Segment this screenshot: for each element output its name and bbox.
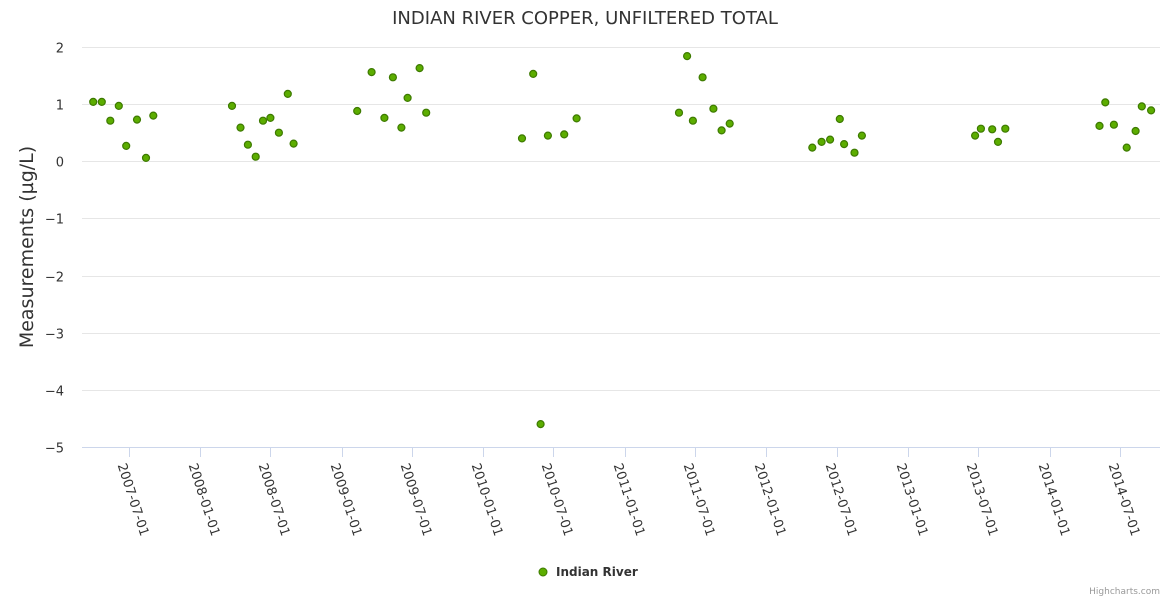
y-axis-ticks: 2 1 0 −1 −2 −3 −4 −5 — [45, 42, 64, 457]
data-point[interactable] — [1131, 126, 1140, 136]
data-point[interactable] — [274, 128, 283, 137]
data-point[interactable] — [289, 139, 298, 148]
data-point[interactable] — [970, 131, 980, 140]
data-point[interactable] — [283, 89, 292, 99]
data-point[interactable] — [132, 115, 142, 124]
data-point[interactable] — [572, 114, 581, 123]
data-point[interactable] — [682, 51, 692, 61]
y-tick-label: −3 — [45, 328, 64, 343]
data-point[interactable] — [817, 137, 826, 146]
data-point[interactable] — [89, 97, 98, 107]
data-point[interactable] — [353, 106, 362, 116]
data-point[interactable] — [114, 101, 123, 111]
y-tick-label: 0 — [56, 156, 64, 171]
data-point[interactable] — [674, 108, 684, 117]
data-point[interactable] — [688, 116, 698, 125]
data-point[interactable] — [1122, 143, 1131, 152]
data-point[interactable] — [149, 111, 158, 120]
data-point[interactable] — [1001, 124, 1010, 133]
data-point[interactable] — [415, 63, 424, 73]
data-points — [89, 51, 1156, 429]
data-point[interactable] — [1146, 106, 1156, 115]
data-point[interactable] — [529, 69, 538, 79]
data-point[interactable] — [717, 126, 726, 135]
data-point[interactable] — [1095, 121, 1104, 131]
legend-label: Indian River — [556, 565, 638, 579]
data-point[interactable] — [825, 135, 835, 144]
data-point[interactable] — [850, 148, 859, 157]
data-point[interactable] — [388, 73, 397, 82]
data-point[interactable] — [422, 108, 431, 117]
credits-link[interactable]: Highcharts.com — [1089, 587, 1160, 597]
data-point[interactable] — [266, 113, 275, 123]
data-point[interactable] — [397, 123, 406, 132]
data-point[interactable] — [839, 140, 849, 149]
data-point[interactable] — [141, 153, 151, 162]
grid-lines — [82, 47, 1160, 448]
data-point[interactable] — [227, 101, 237, 111]
y-tick-label: −2 — [45, 271, 64, 286]
data-point[interactable] — [517, 134, 527, 143]
data-point[interactable] — [243, 140, 252, 149]
chart-title: INDIAN RIVER COPPER, UNFILTERED TOTAL — [392, 8, 778, 29]
data-point[interactable] — [993, 137, 1003, 146]
data-point[interactable] — [1137, 102, 1146, 111]
data-point[interactable] — [808, 143, 817, 152]
legend-item-indian-river[interactable]: Indian River — [538, 565, 638, 579]
data-point[interactable] — [857, 131, 867, 140]
data-point[interactable] — [988, 125, 997, 134]
data-point[interactable] — [709, 104, 718, 113]
data-point[interactable] — [97, 97, 106, 107]
data-point[interactable] — [236, 123, 245, 132]
data-point[interactable] — [1101, 98, 1110, 107]
data-point[interactable] — [560, 130, 569, 139]
y-axis-title: Measurements (µg/L) — [16, 146, 38, 348]
data-point[interactable] — [122, 141, 131, 150]
y-tick-label: 2 — [56, 42, 64, 57]
data-point[interactable] — [543, 131, 553, 140]
data-point[interactable] — [380, 113, 389, 123]
y-tick-label: −1 — [45, 213, 64, 228]
data-point[interactable] — [536, 420, 545, 429]
data-point[interactable] — [251, 152, 260, 161]
data-point[interactable] — [106, 116, 115, 125]
y-tick-label: −5 — [45, 442, 64, 457]
data-point[interactable] — [835, 114, 844, 124]
data-point[interactable] — [403, 93, 412, 103]
data-point[interactable] — [1109, 120, 1119, 129]
y-tick-label: −4 — [45, 385, 64, 400]
data-point[interactable] — [976, 124, 986, 133]
legend-marker — [538, 567, 548, 577]
data-point[interactable] — [725, 119, 734, 128]
data-point[interactable] — [698, 73, 707, 82]
data-point[interactable] — [258, 116, 268, 125]
y-tick-label: 1 — [56, 99, 64, 114]
data-point[interactable] — [367, 67, 376, 77]
